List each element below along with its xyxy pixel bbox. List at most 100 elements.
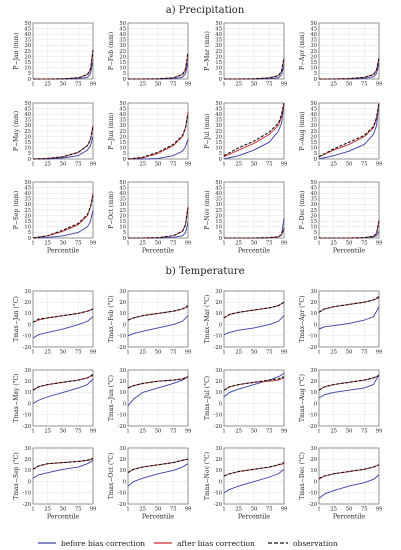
y-axis-label: P−Nov (mm) (204, 190, 211, 229)
x-tick-label: 99 (185, 507, 192, 513)
y-tick-label: 10 (24, 468, 31, 474)
y-tick-label: 30 (215, 368, 222, 374)
x-tick-label: 75 (361, 429, 368, 435)
x-tick-label: 25 (139, 162, 146, 168)
x-tick-label: 1 (31, 162, 34, 168)
x-tick-label: 50 (346, 82, 353, 88)
panel: -20 -10 0 10 20 30 1 25 50 75 99 Tmax−Jul (°C) (204, 368, 287, 435)
x-tick-label: 75 (170, 429, 177, 435)
x-tick-label: 50 (60, 350, 67, 356)
y-tick-label: 30 (215, 446, 222, 452)
y-tick-label: 20 (119, 134, 126, 140)
series-line-observation (223, 462, 285, 477)
series-line-after-bias-correction (223, 102, 285, 158)
y-tick-label: 20 (215, 457, 222, 463)
x-tick-label: 25 (235, 507, 242, 513)
x-tick-label: 75 (75, 429, 82, 435)
y-tick-label: 50 (119, 101, 126, 107)
series-line-before-bias-correction (318, 102, 380, 160)
y-tick-label: 5 (314, 151, 317, 157)
x-tick-label: 75 (75, 162, 82, 168)
x-tick-label: 25 (235, 350, 242, 356)
y-tick-label: 15 (24, 140, 31, 146)
y-axis-label: P−Mar (mm) (204, 31, 211, 71)
x-tick-label: 25 (139, 82, 146, 88)
y-tick-label: 40 (119, 32, 126, 38)
series-line-observation (128, 52, 189, 80)
y-tick-label: 5 (123, 71, 126, 77)
y-tick-label: 30 (24, 289, 31, 295)
series-line-observation (32, 308, 94, 323)
x-tick-label: 25 (235, 82, 242, 88)
y-tick-label: 30 (310, 368, 317, 374)
y-tick-label: 20 (215, 300, 222, 306)
x-tick-label: 1 (31, 507, 34, 513)
x-tick-label: 99 (185, 241, 192, 247)
x-tick-label: 50 (155, 429, 162, 435)
y-tick-label: -20 (118, 345, 126, 351)
plot-frame (127, 102, 189, 160)
y-tick-label: 40 (119, 112, 126, 118)
y-tick-label: 5 (219, 71, 222, 77)
y-tick-label: 30 (24, 368, 31, 374)
x-tick-label: 50 (155, 350, 162, 356)
y-tick-label: 35 (310, 197, 317, 203)
y-tick-label: -10 (23, 413, 31, 419)
x-tick-label: 75 (361, 162, 368, 168)
y-axis-label: P−Oct (mm) (108, 191, 115, 229)
x-tick-label: 25 (330, 350, 337, 356)
x-tick-label: 25 (44, 82, 51, 88)
y-tick-label: 15 (24, 60, 31, 66)
y-tick-label: 50 (310, 101, 317, 107)
y-tick-label: 25 (24, 49, 31, 55)
x-tick-label: 25 (44, 429, 51, 435)
y-axis-label: P−Feb (mm) (108, 32, 115, 70)
y-tick-label: 20 (310, 457, 317, 463)
y-tick-label: 20 (24, 300, 31, 306)
y-tick-label: 40 (310, 112, 317, 118)
plot-frame (318, 290, 380, 348)
y-tick-label: 25 (119, 129, 126, 135)
y-tick-label: 25 (215, 49, 222, 55)
y-tick-label: 45 (310, 106, 317, 112)
x-tick-label: 75 (170, 507, 177, 513)
y-axis-label: P−Dec (mm) (299, 191, 306, 230)
y-tick-label: 10 (215, 66, 222, 72)
series-line-before-bias-correction (223, 102, 285, 160)
y-tick-label: 35 (215, 38, 222, 44)
y-tick-label: 10 (215, 311, 222, 317)
y-tick-label: 45 (119, 26, 126, 32)
plot-frame (318, 447, 380, 505)
y-tick-label: 50 (24, 101, 31, 107)
x-tick-label: 75 (75, 82, 82, 88)
y-tick-label: 10 (310, 225, 317, 231)
y-tick-label: 15 (215, 60, 222, 66)
y-tick-label: 20 (24, 457, 31, 463)
y-tick-label: 45 (310, 26, 317, 32)
x-tick-label: 50 (251, 82, 258, 88)
x-tick-label: 75 (266, 241, 273, 247)
x-tick-label: 25 (235, 241, 242, 247)
y-tick-label: 15 (119, 219, 126, 225)
y-axis-label: Tmax−Jan (°C) (13, 296, 20, 342)
x-tick-label: 50 (60, 241, 67, 247)
y-tick-label: 10 (24, 146, 31, 152)
y-tick-label: 40 (119, 191, 126, 197)
y-tick-label: 20 (119, 300, 126, 306)
x-axis-label: Percentile (238, 248, 271, 255)
y-tick-label: 10 (119, 311, 126, 317)
y-tick-label: 25 (310, 129, 317, 135)
y-tick-label: 50 (215, 21, 222, 27)
y-tick-label: 15 (119, 140, 126, 146)
y-tick-label: -20 (309, 345, 317, 351)
y-tick-label: 20 (215, 379, 222, 385)
series-line-before-bias-correction (127, 315, 189, 337)
y-tick-label: 15 (310, 219, 317, 225)
x-tick-label: 75 (266, 82, 273, 88)
x-tick-label: 99 (90, 507, 97, 513)
x-axis-label: Percentile (47, 514, 80, 521)
